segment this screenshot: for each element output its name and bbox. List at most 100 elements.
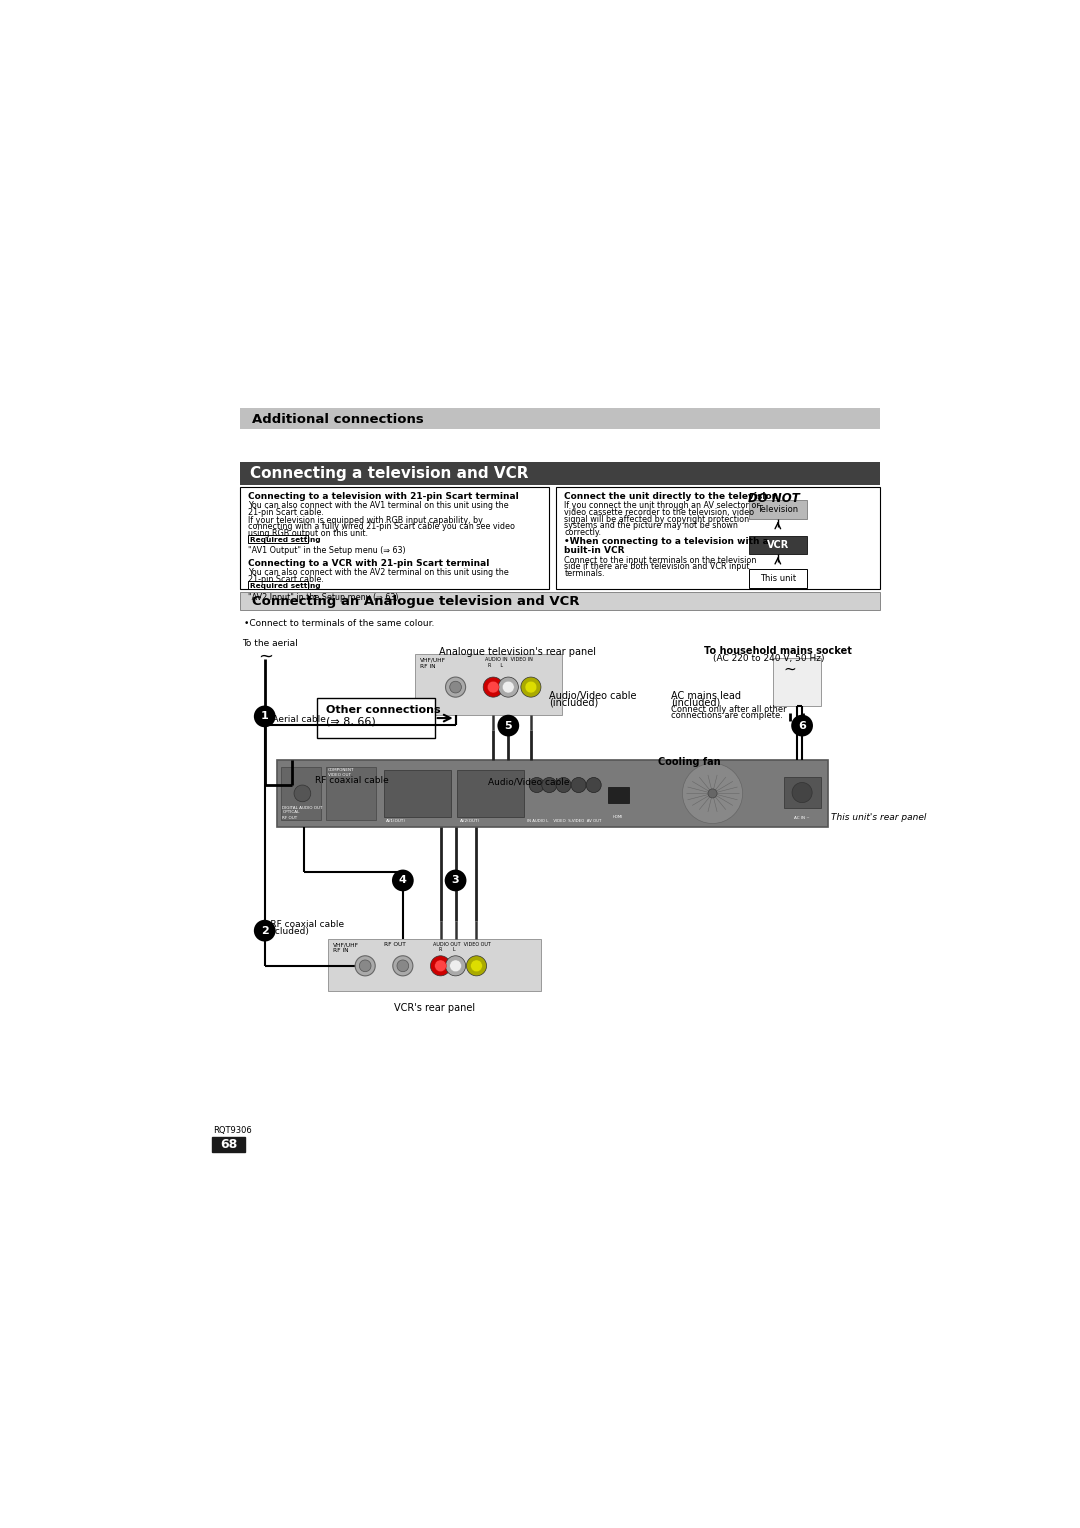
Circle shape <box>294 785 311 802</box>
Text: Cooling fan: Cooling fan <box>658 756 720 767</box>
Text: ~: ~ <box>258 648 273 666</box>
Text: (included): (included) <box>550 698 598 707</box>
Circle shape <box>449 681 461 694</box>
Text: Connecting an Analogue television and VCR: Connecting an Analogue television and VC… <box>253 594 580 608</box>
Text: 4: 4 <box>399 876 407 885</box>
Circle shape <box>708 788 717 798</box>
Text: Connecting to a VCR with 21-pin Scart terminal: Connecting to a VCR with 21-pin Scart te… <box>248 559 489 568</box>
Text: To the aerial: To the aerial <box>242 639 298 648</box>
Bar <box>248 535 308 542</box>
Text: This unit's rear panel: This unit's rear panel <box>832 813 927 822</box>
Circle shape <box>792 715 813 736</box>
Circle shape <box>445 869 467 891</box>
Text: AUDIO OUT  VIDEO OUT: AUDIO OUT VIDEO OUT <box>433 941 490 946</box>
Text: VHF/UHF
RF IN: VHF/UHF RF IN <box>333 943 359 953</box>
Text: To household mains socket: To household mains socket <box>704 646 852 656</box>
Text: VCR: VCR <box>767 539 789 550</box>
Circle shape <box>467 957 486 976</box>
Text: connections are complete.: connections are complete. <box>671 712 783 720</box>
Text: IN AUDIO L    VIDEO  S-VIDEO  AV OUT: IN AUDIO L VIDEO S-VIDEO AV OUT <box>527 819 602 822</box>
Text: R       L: R L <box>438 947 456 952</box>
Bar <box>248 581 308 590</box>
Circle shape <box>498 677 518 697</box>
Text: AV2(OUT): AV2(OUT) <box>460 819 480 822</box>
Circle shape <box>431 957 450 976</box>
Bar <box>784 776 821 808</box>
Text: Audio/Video cable: Audio/Video cable <box>488 778 570 787</box>
Text: •When connecting to a television with a: •When connecting to a television with a <box>565 538 769 547</box>
Bar <box>748 568 807 587</box>
Bar <box>212 1137 245 1152</box>
Text: Connecting to a television with 21-pin Scart terminal: Connecting to a television with 21-pin S… <box>248 492 518 501</box>
Circle shape <box>446 677 465 697</box>
Circle shape <box>434 960 446 972</box>
Text: 2: 2 <box>261 926 269 935</box>
Text: COMPONENT
VIDEO OUT: COMPONENT VIDEO OUT <box>327 769 354 776</box>
Circle shape <box>586 778 602 793</box>
Text: Other connections: Other connections <box>326 704 441 715</box>
Text: AC mains lead: AC mains lead <box>671 691 741 701</box>
Text: RQT9306: RQT9306 <box>213 1126 252 1135</box>
Bar <box>608 787 629 804</box>
Text: – Aerial cable: – Aerial cable <box>265 715 325 724</box>
Text: signal will be affected by copyright protection: signal will be affected by copyright pro… <box>565 515 750 524</box>
Text: AC IN ~: AC IN ~ <box>794 816 810 821</box>
Circle shape <box>254 706 275 727</box>
Circle shape <box>571 778 586 793</box>
Text: 68: 68 <box>220 1138 238 1151</box>
Text: You can also connect with the AV2 terminal on this unit using the: You can also connect with the AV2 termin… <box>248 568 509 578</box>
Text: ~: ~ <box>783 662 796 677</box>
Text: R      L: R L <box>488 663 503 668</box>
Bar <box>748 501 807 520</box>
Text: correctly.: correctly. <box>565 529 602 536</box>
Text: AV1(OUT): AV1(OUT) <box>387 819 406 822</box>
Text: built-in VCR: built-in VCR <box>565 545 625 555</box>
Circle shape <box>487 681 499 694</box>
Circle shape <box>355 957 375 976</box>
Text: 3: 3 <box>451 876 459 885</box>
Text: Analogue television's rear panel: Analogue television's rear panel <box>438 646 596 657</box>
Circle shape <box>449 960 461 972</box>
Bar <box>457 770 524 817</box>
Text: (included): (included) <box>264 927 309 937</box>
Text: If you connect the unit through an AV selector or: If you connect the unit through an AV se… <box>565 501 760 510</box>
Bar <box>318 698 434 738</box>
Bar <box>240 591 880 610</box>
Bar <box>773 659 821 706</box>
Circle shape <box>521 677 541 697</box>
Text: VCR's rear panel: VCR's rear panel <box>394 1004 475 1013</box>
Text: Required setting: Required setting <box>249 584 321 590</box>
Text: – RF coaxial cable: – RF coaxial cable <box>264 920 345 929</box>
Text: using RGB output on this unit.: using RGB output on this unit. <box>248 529 368 538</box>
Circle shape <box>483 677 503 697</box>
Text: RF OUT: RF OUT <box>282 816 298 821</box>
Circle shape <box>556 778 571 793</box>
Circle shape <box>393 957 413 976</box>
Text: systems and the picture may not be shown: systems and the picture may not be shown <box>565 521 739 530</box>
Circle shape <box>525 681 537 694</box>
Text: (included): (included) <box>671 698 720 707</box>
Text: 21-pin Scart cable.: 21-pin Scart cable. <box>248 575 324 584</box>
Text: Audio/Video cable: Audio/Video cable <box>550 691 637 701</box>
Text: (⇒ 8, 66): (⇒ 8, 66) <box>326 717 376 726</box>
Text: Connect to the input terminals on the television: Connect to the input terminals on the te… <box>565 556 757 565</box>
Circle shape <box>498 715 519 736</box>
Circle shape <box>446 957 465 976</box>
Bar <box>240 408 880 429</box>
Text: Connecting a television and VCR: Connecting a television and VCR <box>249 466 528 481</box>
Text: RF coaxial cable: RF coaxial cable <box>315 776 389 785</box>
Bar <box>326 767 376 821</box>
Text: 6: 6 <box>798 721 806 730</box>
Bar <box>278 759 828 827</box>
Circle shape <box>471 960 483 972</box>
Circle shape <box>683 764 743 824</box>
Bar <box>748 536 807 555</box>
Circle shape <box>542 778 557 793</box>
Text: DIGITAL AUDIO OUT
OPTICAL: DIGITAL AUDIO OUT OPTICAL <box>282 805 323 814</box>
Text: AUDIO IN  VIDEO IN: AUDIO IN VIDEO IN <box>485 657 532 662</box>
Text: "AV1 Output" in the Setup menu (⇒ 63): "AV1 Output" in the Setup menu (⇒ 63) <box>248 547 406 556</box>
Circle shape <box>254 920 275 941</box>
Text: You can also connect with the AV1 terminal on this unit using the: You can also connect with the AV1 termin… <box>248 501 509 510</box>
Text: "AV2 Input" in the Setup menu (⇒ 63): "AV2 Input" in the Setup menu (⇒ 63) <box>248 593 399 602</box>
Text: If your television is equipped with RGB input capability, by: If your television is equipped with RGB … <box>248 515 483 524</box>
